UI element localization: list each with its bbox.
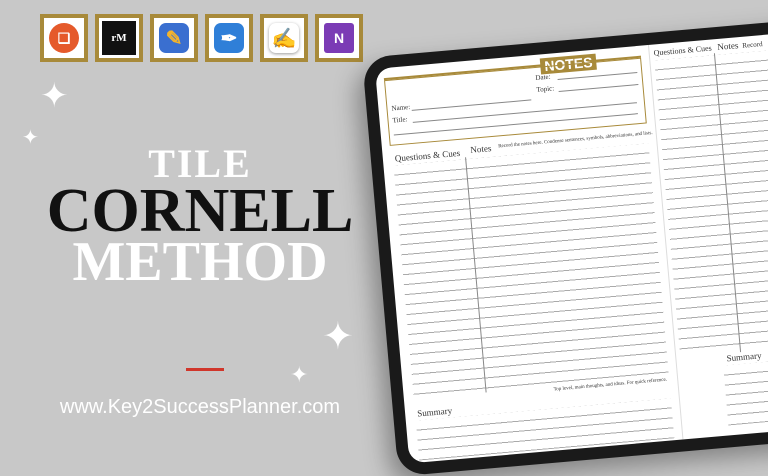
- app-onenote: N: [315, 14, 363, 62]
- notes-hint: Record: [742, 40, 763, 50]
- cornell-page-left: NOTES Date: Topic: Name: Title: Question…: [375, 44, 684, 464]
- title-label: Title:: [392, 115, 408, 125]
- website-url: www.Key2SuccessPlanner.com: [59, 396, 341, 418]
- notability-icon: ✒: [214, 23, 244, 53]
- title-line-3: METHOD: [72, 231, 328, 293]
- app-noteshelf: ❏: [40, 14, 88, 62]
- date-field[interactable]: [557, 72, 638, 81]
- remarkable-icon: rM: [102, 21, 136, 55]
- notes-area[interactable]: [393, 143, 669, 397]
- notes-label: Notes: [716, 40, 739, 52]
- notes-label: Notes: [469, 143, 492, 155]
- sparkle-icon: ✦: [322, 316, 354, 358]
- notes-area[interactable]: [654, 39, 768, 356]
- tablet: NOTES Date: Topic: Name: Title: Question…: [362, 12, 768, 476]
- app-notability: ✒: [205, 14, 253, 62]
- sparkle-icon: ✦: [22, 127, 39, 149]
- divider: [186, 368, 224, 371]
- rule: [393, 113, 638, 136]
- summary-label: Summary: [726, 350, 762, 364]
- app-goodnotes: ✎: [150, 14, 198, 62]
- onenote-icon: N: [324, 23, 354, 53]
- date-label: Date:: [535, 72, 551, 82]
- penultimate-icon: ✍: [269, 23, 299, 53]
- sparkle-icon: ✦: [290, 362, 309, 387]
- app-remarkable: rM: [95, 14, 143, 62]
- summary-area[interactable]: [415, 398, 675, 461]
- summary-label: Summary: [416, 405, 453, 419]
- topic-label: Topic:: [536, 84, 555, 94]
- goodnotes-icon: ✎: [159, 23, 189, 53]
- tablet-screen: NOTES Date: Topic: Name: Title: Question…: [375, 25, 768, 464]
- title-line-1: TILE: [148, 141, 252, 186]
- topic-field[interactable]: [558, 84, 639, 92]
- name-field[interactable]: [411, 99, 532, 111]
- app-penultimate: ✍: [260, 14, 308, 62]
- noteshelf-icon: ❏: [49, 23, 79, 53]
- app-icons: ❏ rM ✎ ✒ ✍ N: [40, 14, 363, 62]
- name-label: Name:: [391, 103, 411, 113]
- sparkle-icon: ✦: [40, 78, 69, 115]
- title-field[interactable]: [412, 102, 637, 123]
- header-box: Date: Topic: Name: Title:: [384, 57, 647, 146]
- title-line-2: CORNELL: [46, 177, 354, 245]
